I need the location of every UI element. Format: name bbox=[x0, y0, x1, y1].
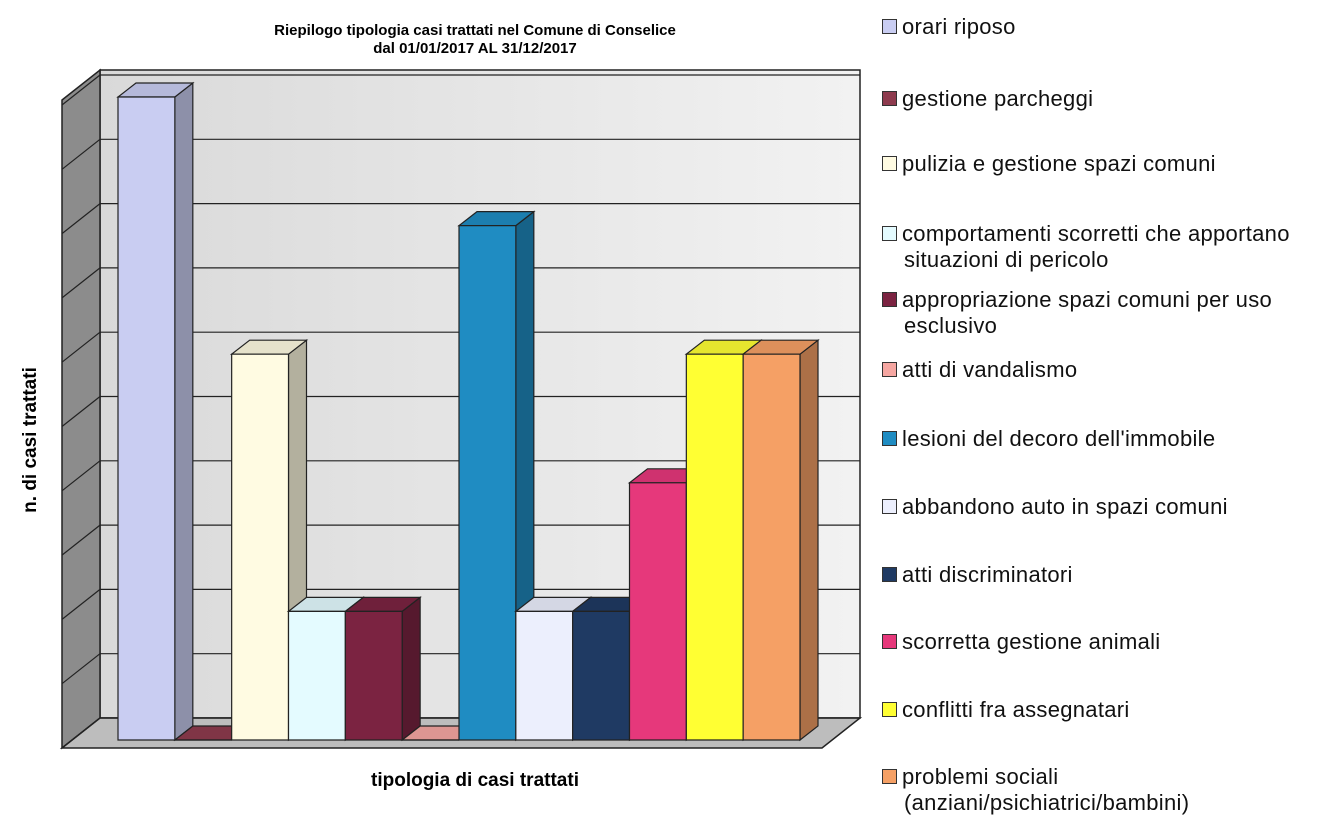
bar bbox=[741, 338, 820, 742]
side-grid-line bbox=[61, 460, 101, 492]
legend-item: problemi sociali (anziani/psichiatrici/b… bbox=[882, 764, 1321, 816]
side-grid-line bbox=[61, 267, 101, 299]
side-wall bbox=[61, 68, 101, 750]
bar-side bbox=[401, 596, 421, 742]
legend-item: abbandono auto in spazi comuni bbox=[882, 494, 1321, 520]
side-grid-line bbox=[61, 653, 101, 685]
legend-label: appropriazione spazi comuni per uso escl… bbox=[902, 287, 1273, 338]
bar-front bbox=[572, 610, 631, 741]
legend-item: comportamenti scorretti che apportano si… bbox=[882, 221, 1321, 273]
legend-label: problemi sociali (anziani/psichiatrici/b… bbox=[902, 764, 1190, 815]
legend-label: gestione parcheggi bbox=[902, 86, 1094, 111]
chart-title: Riepilogo tipologia casi trattati nel Co… bbox=[274, 22, 676, 39]
legend-swatch bbox=[882, 769, 897, 784]
side-grid-line bbox=[61, 74, 101, 106]
legend-item: conflitti fra assegnatari bbox=[882, 697, 1321, 723]
side-grid-line bbox=[61, 396, 101, 427]
side-grid-line bbox=[61, 524, 101, 556]
legend-item: orari riposo bbox=[882, 14, 1321, 40]
legend-item: atti di vandalismo bbox=[882, 357, 1321, 383]
bar-front bbox=[685, 353, 744, 741]
bar-front bbox=[231, 353, 290, 741]
legend-swatch bbox=[882, 567, 897, 582]
legend-label: abbandono auto in spazi comuni bbox=[902, 494, 1228, 519]
side-grid-line bbox=[61, 331, 101, 363]
legend-swatch bbox=[882, 156, 897, 171]
legend-item: lesioni del decoro dell'immobile bbox=[882, 426, 1321, 452]
bar-front bbox=[515, 610, 574, 741]
side-grid-line bbox=[61, 717, 101, 749]
legend-item: scorretta gestione animali bbox=[882, 629, 1321, 655]
legend-label: orari riposo bbox=[902, 14, 1016, 39]
legend-item: pulizia e gestione spazi comuni bbox=[882, 151, 1321, 177]
legend-item: gestione parcheggi bbox=[882, 86, 1321, 112]
side-grid-line bbox=[61, 588, 101, 620]
legend-swatch bbox=[882, 634, 897, 649]
chart: Riepilogo tipologia casi trattati nel Co… bbox=[20, 22, 863, 791]
bar-front bbox=[742, 353, 801, 741]
bar-front bbox=[628, 482, 687, 741]
legend-label: conflitti fra assegnatari bbox=[902, 697, 1130, 722]
bar-front bbox=[117, 96, 176, 741]
legend-label: pulizia e gestione spazi comuni bbox=[902, 151, 1216, 176]
side-grid-line bbox=[61, 203, 101, 235]
legend-label: scorretta gestione animali bbox=[902, 629, 1161, 654]
chart-subtitle: dal 01/01/2017 AL 31/12/2017 bbox=[373, 40, 577, 57]
legend-label: lesioni del decoro dell'immobile bbox=[902, 426, 1216, 451]
legend-swatch bbox=[882, 292, 897, 307]
legend-swatch bbox=[882, 702, 897, 717]
x-axis-label: tipologia di casi trattati bbox=[371, 770, 579, 791]
y-axis-label: n. di casi trattati bbox=[20, 367, 41, 513]
legend-swatch bbox=[882, 431, 897, 446]
bar-front bbox=[287, 610, 346, 741]
legend-item: atti discriminatori bbox=[882, 562, 1321, 588]
bar-front bbox=[458, 225, 517, 741]
legend-swatch bbox=[882, 499, 897, 514]
legend-label: atti di vandalismo bbox=[902, 357, 1078, 382]
legend-label: atti discriminatori bbox=[902, 562, 1073, 587]
bar-side bbox=[174, 81, 194, 742]
legend-swatch bbox=[882, 91, 897, 106]
bar-side bbox=[799, 338, 819, 742]
legend-item: appropriazione spazi comuni per uso escl… bbox=[882, 287, 1321, 339]
bar bbox=[116, 81, 195, 742]
legend-swatch bbox=[882, 362, 897, 377]
legend-label: comportamenti scorretti che apportano si… bbox=[902, 221, 1290, 272]
bar-front bbox=[344, 610, 403, 741]
side-grid-line bbox=[61, 138, 101, 170]
legend-swatch bbox=[882, 226, 897, 241]
bar bbox=[229, 338, 309, 742]
legend-swatch bbox=[882, 19, 897, 34]
bar bbox=[343, 596, 422, 742]
